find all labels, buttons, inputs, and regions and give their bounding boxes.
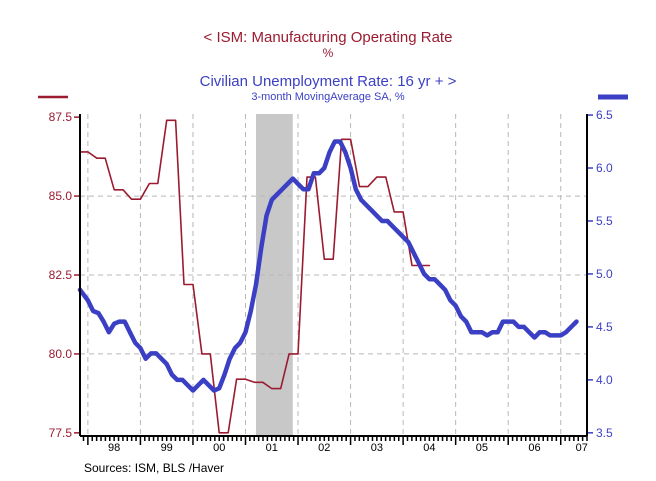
right-axis-tick-label: 4.5 bbox=[596, 320, 613, 334]
right-axis-tick-label: 6.5 bbox=[596, 108, 613, 122]
source-note: Sources: ISM, BLS /Haver bbox=[84, 461, 225, 475]
right-axis-tick-label: 5.0 bbox=[596, 267, 613, 281]
left-axis-tick-label: 82.5 bbox=[49, 268, 73, 282]
x-tick-label: 07 bbox=[576, 442, 588, 454]
right-axis-tick-label: 3.5 bbox=[596, 426, 613, 440]
series1-title: < ISM: Manufacturing Operating Rate bbox=[203, 29, 453, 46]
x-tick-label: 00 bbox=[213, 442, 225, 454]
x-tick-label: 06 bbox=[528, 442, 540, 454]
x-tick-label: 01 bbox=[266, 442, 278, 454]
x-tick-label: 99 bbox=[161, 442, 173, 454]
x-tick-label: 02 bbox=[318, 442, 330, 454]
series1-unit: % bbox=[322, 46, 334, 60]
right-axis-tick-label: 5.5 bbox=[596, 214, 613, 228]
series-unemployment-rate-line bbox=[77, 139, 579, 393]
series-ism-operating-rate-line bbox=[79, 119, 431, 434]
right-axis-tick-label: 4.0 bbox=[596, 373, 613, 387]
x-tick-label: 05 bbox=[476, 442, 488, 454]
left-axis-tick-label: 85.0 bbox=[49, 189, 73, 203]
series2-title: Civilian Unemployment Rate: 16 yr + > bbox=[199, 73, 457, 90]
x-tick-label: 98 bbox=[108, 442, 120, 454]
x-tick-label: 03 bbox=[371, 442, 383, 454]
x-tick-label: 04 bbox=[423, 442, 435, 454]
series2-subtitle: 3-month MovingAverage SA, % bbox=[251, 91, 405, 103]
right-axis-tick-label: 6.0 bbox=[596, 161, 613, 175]
left-axis-tick-label: 77.5 bbox=[49, 426, 73, 440]
left-axis-tick-label: 87.5 bbox=[49, 110, 73, 124]
left-axis-tick-label: 80.0 bbox=[49, 347, 73, 361]
